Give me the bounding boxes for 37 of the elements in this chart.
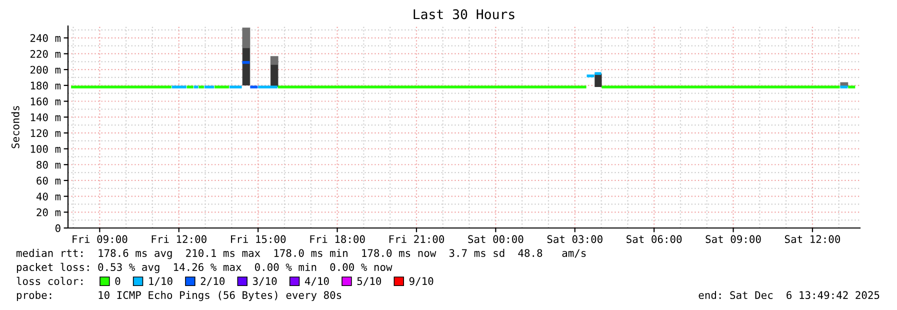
x-tick-label: Fri 09:00 (72, 235, 128, 244)
y-tick-label: 240 m (30, 34, 61, 42)
text: probe: 10 ICMP Echo Pings (56 Bytes) every 80s (16, 290, 342, 302)
legend-label: 4/10 (304, 277, 329, 286)
text: median rtt: 178.6 ms avg 210.1 ms max 178.0 ms min 178.0 ms now 3.7 ms sd 48.8 am/s (16, 248, 586, 260)
text: packet loss: 0.53 % avg 14.26 % max 0.00 % min 0.00 % now (16, 262, 392, 274)
x-tick-label: Fri 18:00 (310, 235, 365, 244)
x-tick-label: Sat 03:00 (547, 235, 602, 244)
y-tick-label: 80 m (36, 160, 61, 169)
legend-label: 9/10 (409, 277, 434, 286)
y-tick-label: 140 m (30, 113, 61, 122)
legend-label: 0 (115, 277, 120, 286)
y-tick-label: 100 m (30, 145, 61, 153)
y-tick-label: 160 m (30, 98, 61, 106)
x-tick-label: Sat 00:00 (468, 235, 524, 244)
y-tick-label: 0 (55, 224, 60, 232)
y-tick-label: 200 m (30, 66, 61, 74)
chart-title: Last 30 Hours (414, 9, 514, 20)
x-tick-label: Sat 09:00 (706, 235, 761, 244)
x-tick-label: Fri 21:00 (389, 235, 444, 244)
y-tick-label: 180 m (30, 82, 61, 90)
x-tick-label: Sat 06:00 (626, 235, 682, 244)
x-tick-label: Fri 12:00 (152, 235, 206, 244)
text: end: Sat Dec 6 13:49:42 2025 (698, 290, 880, 300)
y-tick-label: 60 m (36, 176, 61, 185)
legend-label: 5/10 (357, 277, 382, 286)
x-tick-label: Fri 15:00 (231, 235, 286, 244)
x-tick-label: Sat 12:00 (784, 235, 840, 244)
legend-label: 1/10 (149, 277, 172, 286)
legend-title: loss color: (16, 276, 82, 286)
y-tick-label: 220 m (30, 50, 61, 58)
y-tick-label: 40 m (36, 192, 61, 200)
y-tick-label: 20 m (36, 208, 61, 216)
y-axis-title: Seconds (11, 106, 20, 148)
y-tick-label: 120 m (30, 129, 61, 138)
legend-label: 2/10 (200, 277, 225, 286)
legend-label: 3/10 (252, 277, 277, 286)
